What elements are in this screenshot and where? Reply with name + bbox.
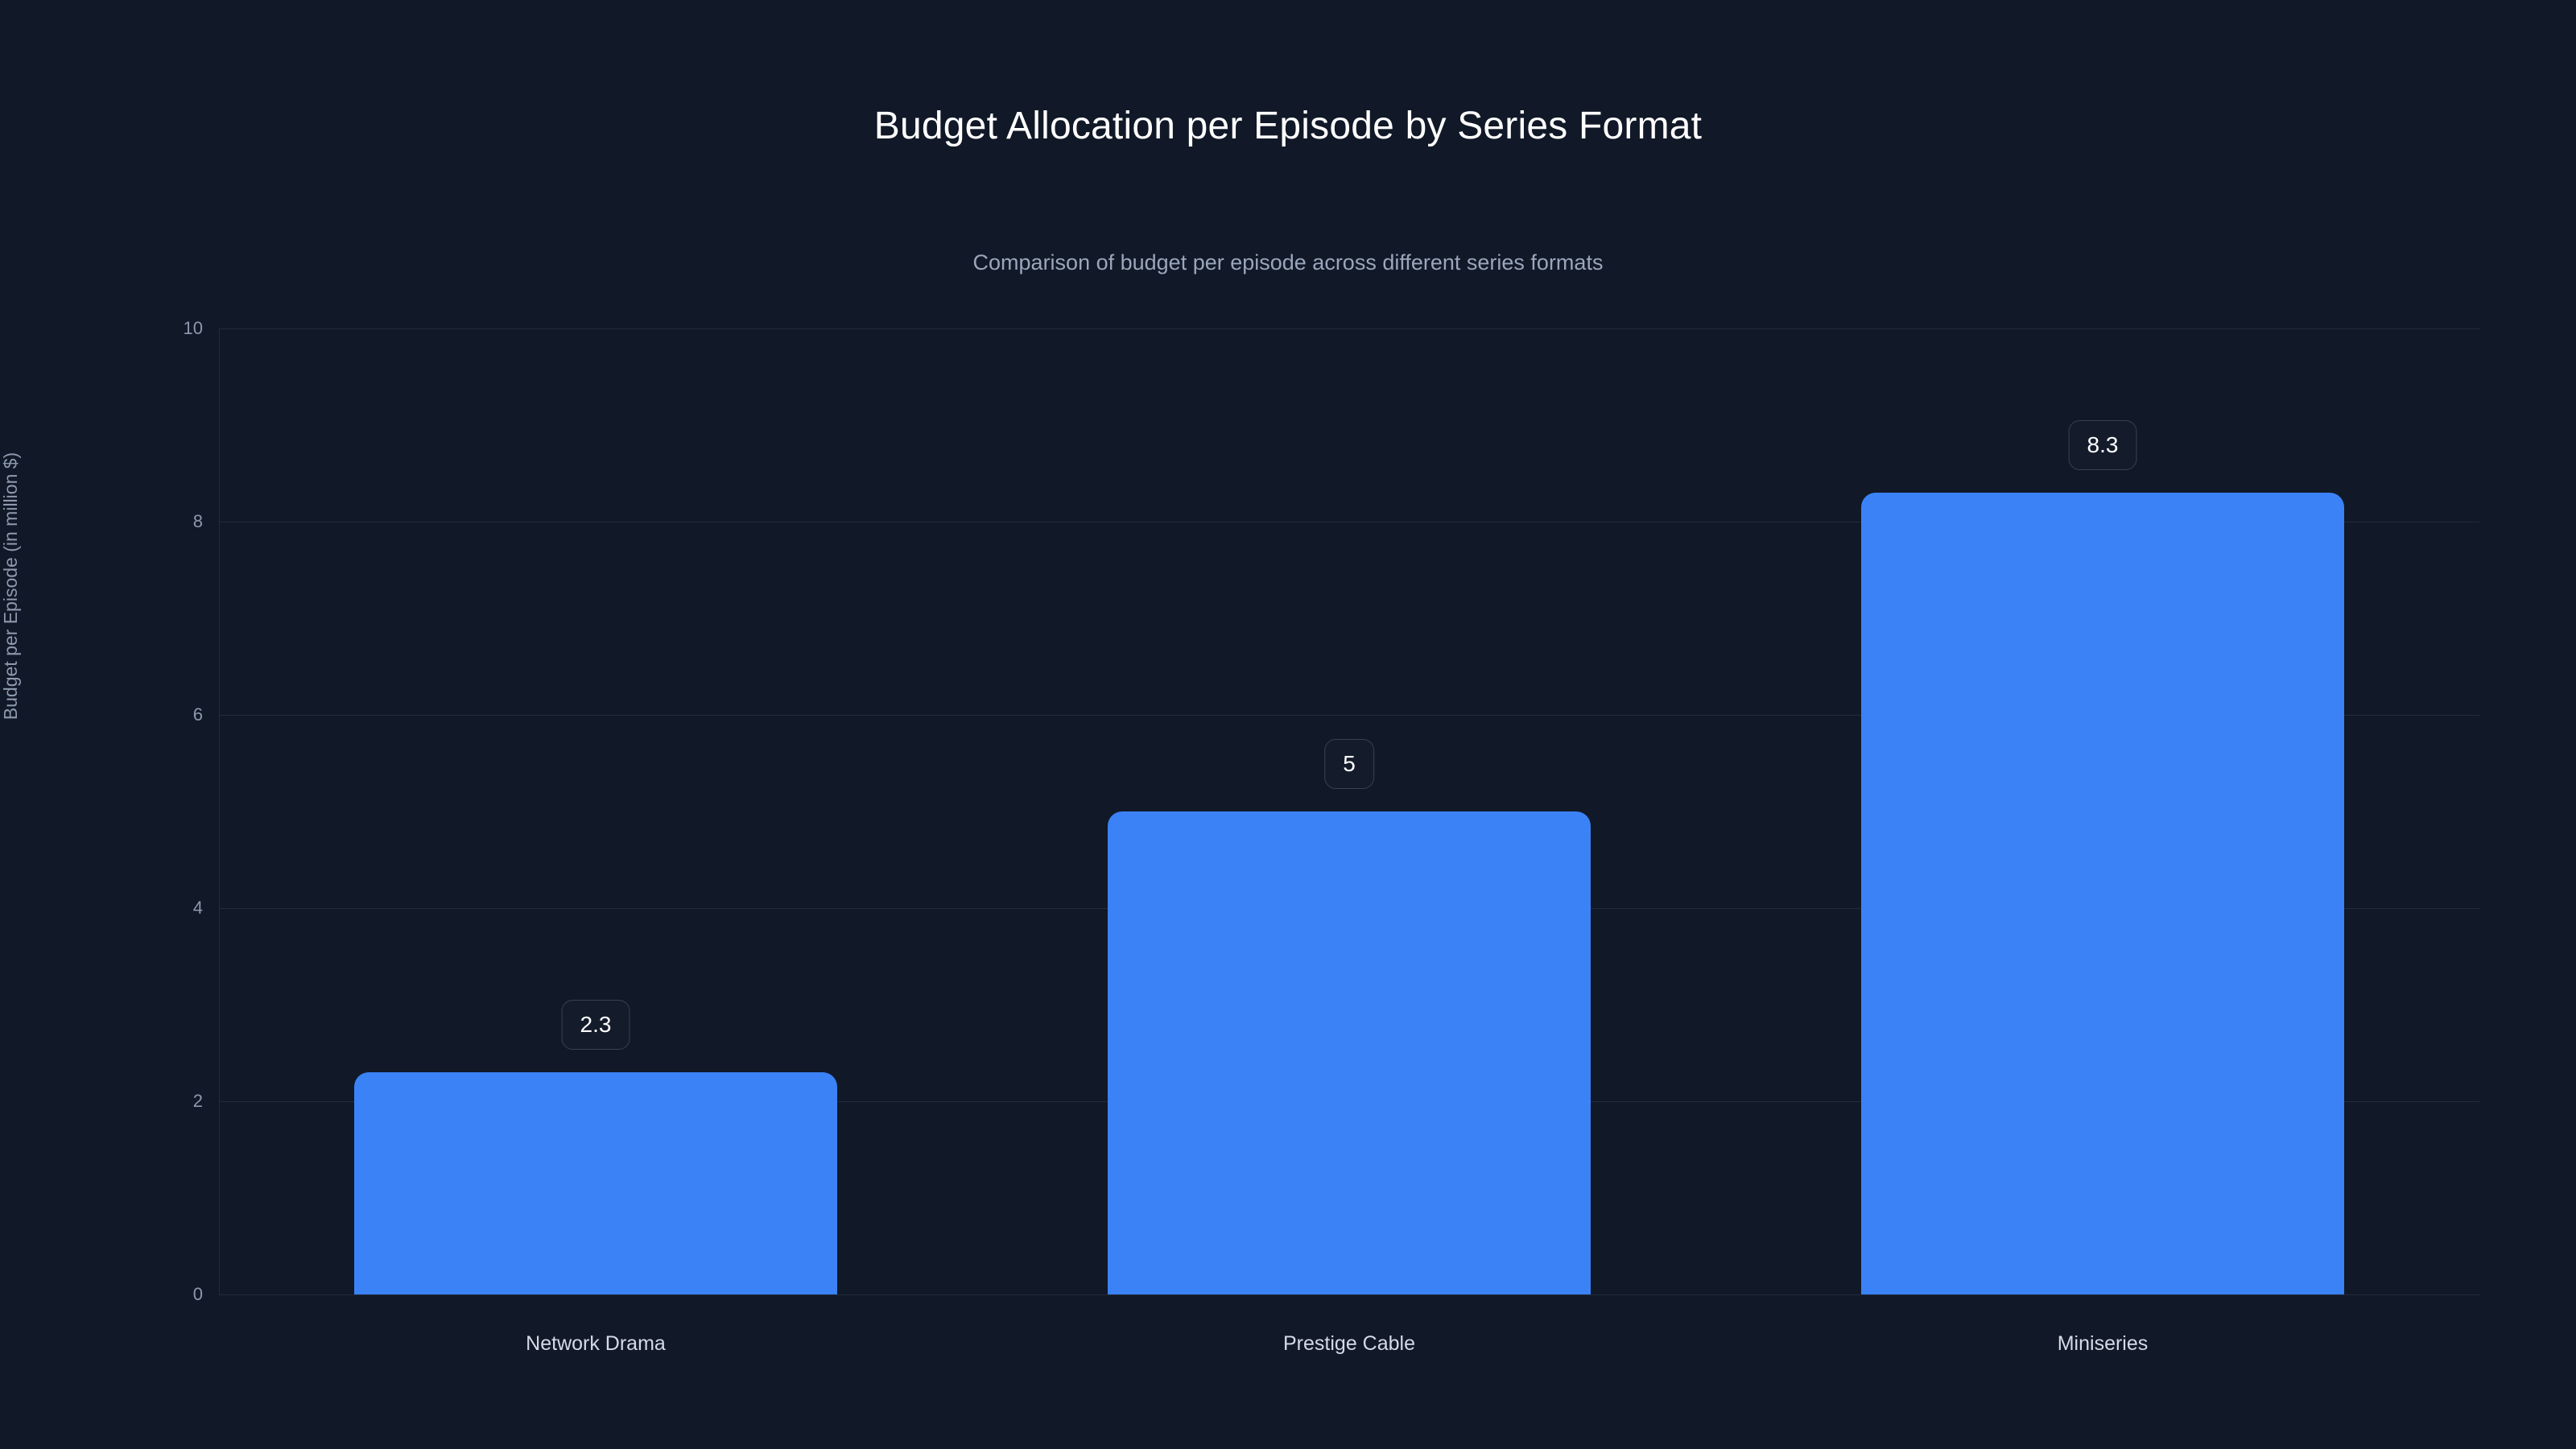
x-tick-label: Network Drama: [526, 1332, 666, 1355]
bar-prestige-cable[interactable]: [1108, 811, 1591, 1294]
value-badge: 8.3: [2068, 420, 2137, 470]
gridline: [219, 1294, 2479, 1295]
chart-title: Budget Allocation per Episode by Series …: [873, 105, 1703, 147]
plot-area: [219, 328, 2479, 1295]
value-badge: 2.3: [561, 1000, 630, 1050]
chart-subtitle: Comparison of budget per episode across …: [972, 250, 1604, 275]
y-axis-line: [219, 328, 220, 1294]
gridline: [219, 328, 2479, 329]
gridline: [219, 715, 2479, 716]
y-tick-label: 4: [192, 898, 203, 918]
bar-miniseries[interactable]: [1861, 493, 2344, 1294]
value-badge: 5: [1324, 739, 1374, 789]
y-tick-label: 2: [192, 1091, 203, 1111]
y-axis-title: Budget per Episode (in million $): [0, 452, 21, 720]
y-tick-label: 8: [192, 511, 203, 531]
x-tick-label: Prestige Cable: [1283, 1332, 1415, 1355]
y-tick-label: 10: [183, 318, 203, 338]
x-tick-label: Miniseries: [2057, 1332, 2149, 1355]
y-tick-label: 0: [192, 1284, 203, 1304]
bar-network-drama[interactable]: [354, 1072, 837, 1294]
y-tick-label: 6: [192, 704, 203, 724]
